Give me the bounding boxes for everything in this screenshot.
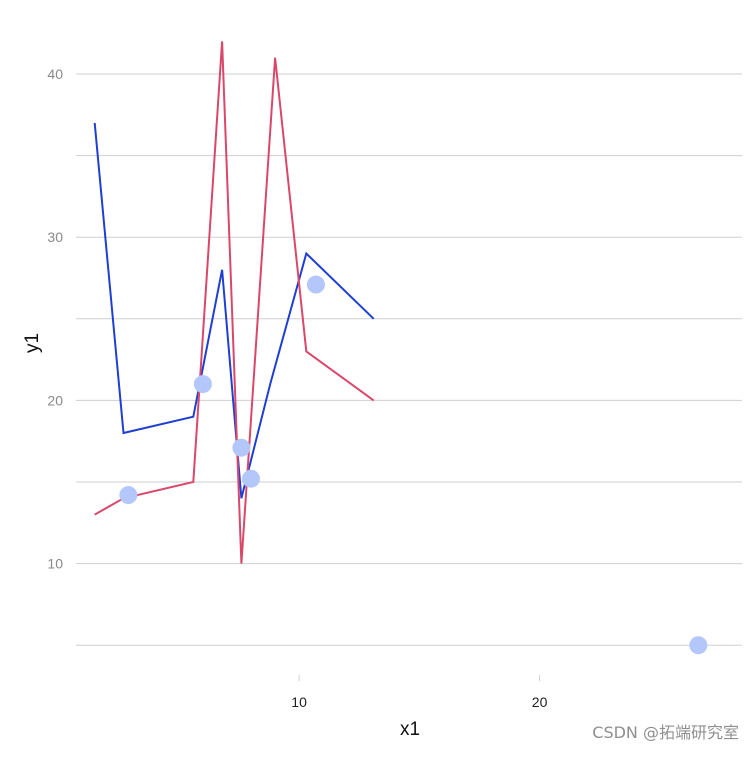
data-point bbox=[689, 636, 708, 655]
x-axis-title: x1 bbox=[400, 719, 420, 740]
series-line-1 bbox=[93, 122, 375, 499]
data-point bbox=[119, 486, 138, 505]
scatter-points bbox=[52, 275, 708, 685]
y-axis-ticks: 10 20 30 40 bbox=[47, 66, 63, 572]
gridlines bbox=[76, 73, 742, 646]
data-point bbox=[306, 275, 325, 294]
x-tick-label: 10 bbox=[291, 694, 307, 710]
y-tick-label: 30 bbox=[47, 229, 63, 245]
watermark: CSDN @拓端研究室 bbox=[592, 723, 739, 742]
series-lines bbox=[93, 41, 375, 564]
x-axis-ticks: 10 20 bbox=[291, 675, 548, 710]
data-point bbox=[193, 375, 212, 394]
data-point bbox=[242, 469, 260, 488]
x-tick-label: 20 bbox=[532, 694, 548, 710]
series-line-2 bbox=[94, 41, 375, 564]
y-axis-title: y1 bbox=[22, 333, 43, 353]
data-point bbox=[232, 438, 251, 457]
data-point bbox=[52, 667, 70, 685]
y-tick-label: 20 bbox=[47, 392, 63, 408]
y-tick-label: 40 bbox=[47, 66, 63, 82]
y-tick-label: 10 bbox=[47, 556, 63, 572]
